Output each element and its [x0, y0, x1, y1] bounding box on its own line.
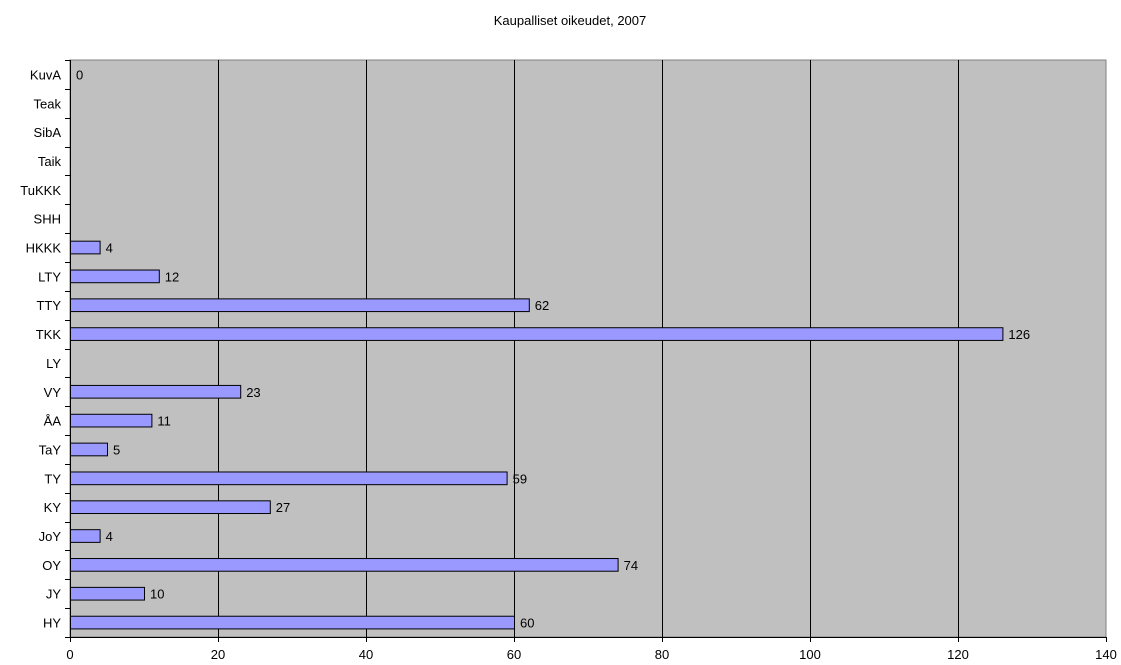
y-tick-label: HKKK: [26, 241, 62, 256]
bar: [70, 529, 101, 543]
y-tick-label: Taik: [38, 154, 62, 169]
bar: [70, 327, 1004, 341]
y-tick-label: JY: [46, 587, 62, 602]
x-tick-label: 140: [1095, 647, 1117, 662]
data-label: 12: [165, 269, 179, 284]
bar: [70, 240, 101, 255]
y-tick-label: TY: [44, 471, 61, 486]
data-label: 10: [150, 587, 164, 602]
bar: [70, 298, 530, 313]
y-tick-label: Teak: [34, 96, 62, 111]
data-label: 0: [76, 67, 83, 82]
y-tick-label: KuvA: [30, 67, 61, 82]
y-tick-label: HY: [43, 616, 61, 631]
chart-title: Kaupalliset oikeudet, 2007: [494, 13, 647, 28]
data-label: 59: [513, 471, 527, 486]
x-tick-label: 80: [655, 647, 669, 662]
y-tick-label: TTY: [36, 298, 61, 313]
data-label: 62: [535, 298, 549, 313]
data-label: 4: [106, 241, 113, 256]
y-tick-label: TaY: [39, 442, 62, 457]
bar: [70, 558, 619, 572]
y-tick-label: TuKKK: [20, 183, 61, 198]
x-tick-label: 0: [66, 647, 73, 662]
data-label: 5: [113, 442, 120, 457]
bar: [70, 471, 508, 486]
axes: [65, 60, 1107, 642]
y-tick-label: OY: [42, 558, 61, 573]
data-label: 11: [157, 414, 171, 429]
plot-area: [69, 59, 1107, 638]
data-label: 74: [624, 558, 638, 573]
y-tick-label: TKK: [36, 327, 62, 342]
y-tick-label: LY: [46, 356, 61, 371]
y-tick-label: JoY: [39, 529, 62, 544]
bar: [70, 615, 515, 630]
data-label: 27: [276, 500, 290, 515]
bar: [70, 442, 108, 457]
data-label: 4: [106, 529, 113, 544]
y-tick-label: KY: [44, 500, 62, 515]
y-tick-label: SHH: [34, 212, 61, 227]
grid-lines: [218, 60, 959, 637]
bar: [70, 586, 145, 601]
data-label: 23: [246, 385, 260, 400]
y-tick-label: SibA: [34, 125, 62, 140]
x-tick-label: 120: [947, 647, 969, 662]
x-tick-label: 40: [359, 647, 373, 662]
y-tick-label: LTY: [38, 269, 61, 284]
x-tick-label: 20: [211, 647, 225, 662]
data-label: 126: [1008, 327, 1030, 342]
y-tick-label: ÅA: [44, 414, 62, 429]
bar: [70, 500, 271, 515]
x-tick-label: 60: [507, 647, 521, 662]
y-tick-label: VY: [44, 385, 62, 400]
data-label: 60: [520, 616, 534, 631]
x-tick-label: 100: [799, 647, 821, 662]
bar: [70, 413, 153, 428]
bar: [70, 384, 242, 399]
bar: [70, 269, 160, 284]
